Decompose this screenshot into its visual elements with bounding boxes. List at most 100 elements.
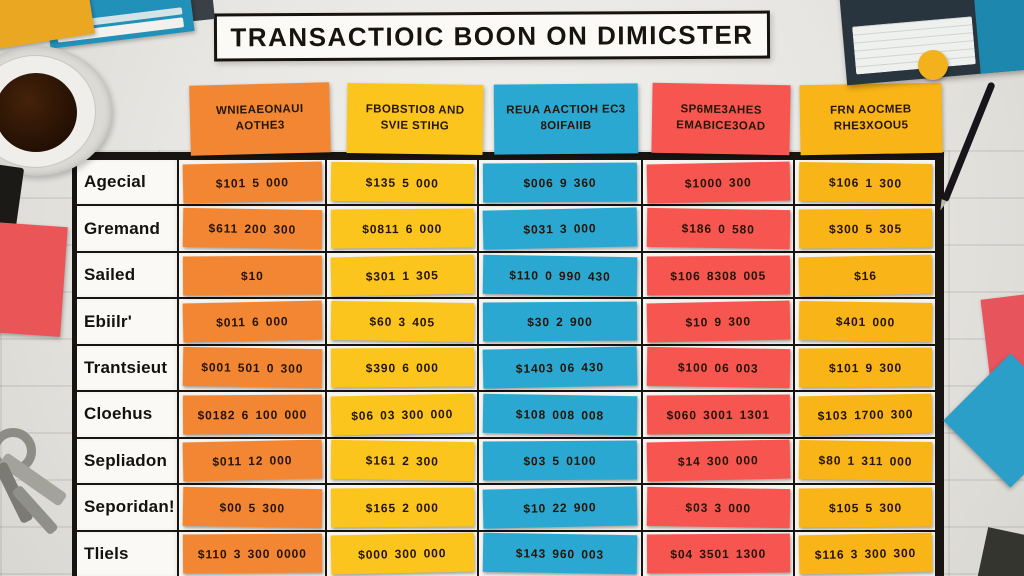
- sticky-note: $186 0 580: [646, 207, 790, 250]
- table-cell: $161 2 300: [327, 438, 477, 484]
- table-cell: $101 9 300: [795, 345, 935, 391]
- sticky-note: $100 06 003: [646, 347, 790, 389]
- sticky-note: $135 5 000: [330, 161, 474, 203]
- table-cell: $110 3 300 0000: [179, 531, 325, 576]
- sticky-note: $04 3501 1300: [646, 533, 790, 574]
- table-cell: $03 3 000: [643, 485, 793, 530]
- table-cell: $1403 06 430: [479, 345, 641, 391]
- table-cell: $04 3501 1300: [643, 531, 793, 576]
- table-cell: $116 3 300 300: [795, 531, 935, 576]
- sticky-note: $00 5 300: [182, 486, 322, 528]
- sticky-note: $143 960 003: [482, 533, 638, 575]
- table-cell: $60 3 405: [327, 299, 477, 344]
- sticky-note: $301 1 305: [330, 254, 474, 297]
- table-cell: $30 2 900: [479, 299, 641, 344]
- sticky-note: $106 8308 005: [646, 255, 790, 296]
- notebook-pages: [852, 16, 976, 75]
- table-cell: $060 3001 1301: [643, 392, 793, 437]
- table-cell: $10 22 900: [479, 485, 641, 530]
- table-cell: $011 6 000: [179, 299, 325, 344]
- table-cell: $106 8308 005: [643, 252, 793, 298]
- sticky-note: $101 9 300: [798, 347, 932, 389]
- table-cell: $103 1700 300: [795, 392, 935, 437]
- column-header-note: FBOBSTIO8 AND SVIE STIHG: [346, 83, 484, 155]
- sticky-note: $001 501 0 300: [182, 347, 322, 389]
- row-label: Seporidan!: [77, 485, 177, 530]
- sticky-note: $108 008 008: [482, 393, 638, 436]
- sticky-note: $1000 300: [646, 161, 790, 204]
- table-cell: $03 5 0100: [479, 438, 641, 484]
- sticky-note: $110 0 990 430: [482, 254, 638, 296]
- coffee-liquid: [0, 73, 77, 152]
- table-cell: $0811 6 000: [327, 206, 477, 251]
- table-cell: $1000 300: [643, 160, 793, 205]
- sticky-note: $000 300 000: [330, 532, 474, 575]
- sticky-note: $30 2 900: [482, 301, 638, 342]
- table-cell: $108 008 008: [479, 392, 641, 437]
- sticky-note: $1403 06 430: [482, 346, 638, 390]
- sticky-note: $300 5 305: [798, 208, 932, 249]
- sticky-note: $106 1 300: [798, 161, 932, 203]
- notebook-cover: [971, 0, 1024, 74]
- table-cell: $105 5 300: [795, 485, 935, 530]
- sticky-note: $105 5 300: [798, 487, 932, 528]
- row-label: Tliels: [77, 531, 177, 576]
- sticky-note: $161 2 300: [330, 440, 474, 482]
- row-label: Sepliadon: [77, 438, 177, 484]
- row-label: Ebiilr': [77, 299, 177, 344]
- sticky-note: $401 000: [798, 300, 932, 343]
- table-cell: $135 5 000: [327, 160, 477, 205]
- row-label: Trantsieut: [77, 345, 177, 391]
- sticky-note: $0182 6 100 000: [182, 394, 322, 435]
- sticky-note: $06 03 300 000: [330, 393, 474, 436]
- table-cell: $10 9 300: [643, 299, 793, 344]
- table-cell: $106 1 300: [795, 160, 935, 205]
- dark-object-left: [0, 164, 25, 230]
- sticky-note: $03 3 000: [646, 486, 790, 528]
- table-cell: $101 5 000: [179, 160, 325, 205]
- transactions-table: Agecial $101 5 000 $135 5 000 $006 9 360…: [72, 152, 944, 576]
- table-cell: $80 1 311 000: [795, 438, 935, 484]
- table-cell: $301 1 305: [327, 252, 477, 298]
- table-cell: $300 5 305: [795, 206, 935, 251]
- table-cell: $001 501 0 300: [179, 345, 325, 391]
- sticky-note: $10 22 900: [482, 486, 638, 529]
- column-header-note: WNIEAEONAUI AOTHE3: [189, 82, 331, 156]
- column-header-note: SP6ME3AHES EMABICE3OAD: [651, 82, 791, 156]
- table-cell: $611 200 300: [179, 206, 325, 251]
- row-label: Agecial: [77, 160, 177, 205]
- table-cell: $401 000: [795, 299, 935, 344]
- sticky-note: $060 3001 1301: [646, 394, 790, 435]
- sticky-note: $03 5 0100: [482, 440, 638, 481]
- table-cell: $0182 6 100 000: [179, 392, 325, 437]
- sticky-note: $103 1700 300: [798, 393, 932, 436]
- column-header-note: FRN AOCMEB RHE3XOOU5: [799, 82, 943, 156]
- table-cell: $06 03 300 000: [327, 392, 477, 437]
- table-cell: $011 12 000: [179, 438, 325, 484]
- sticky-note: $80 1 311 000: [798, 440, 932, 482]
- table-cell: $100 06 003: [643, 345, 793, 391]
- yellow-dot: [918, 50, 948, 80]
- table-cell: $165 2 000: [327, 485, 477, 530]
- red-sticky-note-left: [0, 221, 68, 337]
- sticky-note: $110 3 300 0000: [182, 533, 322, 574]
- row-label: Sailed: [77, 252, 177, 298]
- sticky-note: $031 3 000: [482, 207, 638, 250]
- sticky-note: $10 9 300: [646, 300, 790, 343]
- sticky-note: $10: [182, 255, 322, 296]
- dark-object-bottom-right: [977, 527, 1024, 576]
- table-cell: $000 300 000: [327, 531, 477, 576]
- sticky-note: $14 300 000: [646, 439, 790, 482]
- table-cell: $143 960 003: [479, 531, 641, 576]
- table-cell: $14 300 000: [643, 438, 793, 484]
- keys: [0, 420, 87, 555]
- pen-icon: [941, 81, 996, 203]
- sticky-note: $011 12 000: [182, 439, 322, 482]
- sticky-note: $611 200 300: [182, 208, 322, 250]
- table-cell: $110 0 990 430: [479, 252, 641, 298]
- blue-folder-corner: [943, 353, 1024, 488]
- sticky-note: $0811 6 000: [330, 208, 474, 249]
- sticky-note: $116 3 300 300: [798, 532, 932, 575]
- table-cell: $10: [179, 252, 325, 298]
- sticky-note: $390 6 000: [330, 347, 474, 389]
